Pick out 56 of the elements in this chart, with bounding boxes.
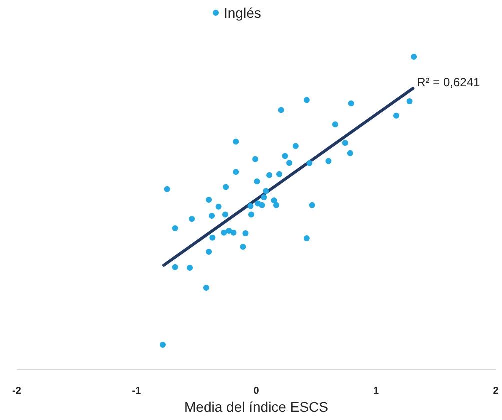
point: [348, 100, 354, 107]
point: [278, 107, 284, 114]
point: [226, 228, 232, 234]
x-tick-label: 0: [254, 386, 260, 397]
point: [266, 172, 273, 178]
point: [230, 230, 237, 236]
point: [263, 188, 270, 194]
point: [222, 212, 228, 218]
point: [206, 197, 212, 204]
point: [347, 150, 354, 156]
point: [261, 194, 268, 201]
point: [223, 184, 230, 190]
point: [189, 216, 196, 222]
point: [304, 97, 310, 104]
point: [233, 138, 240, 145]
point: [411, 54, 418, 60]
point: [286, 160, 293, 166]
point: [210, 234, 216, 241]
x-tick-label: -1: [132, 386, 142, 397]
point: [304, 236, 310, 242]
point: [406, 98, 413, 104]
point: [393, 112, 400, 119]
point: [164, 186, 170, 192]
point: [248, 203, 254, 210]
point: [309, 202, 316, 208]
point: [259, 202, 266, 208]
legend-label: Inglés: [224, 5, 262, 21]
point: [203, 284, 210, 291]
x-tick-label: 2: [493, 386, 500, 397]
point: [282, 153, 288, 160]
point: [187, 264, 194, 271]
point: [242, 230, 249, 237]
point: [172, 226, 178, 232]
x-axis-title: Media del índice ESCS: [184, 399, 328, 415]
point: [233, 169, 240, 176]
point: [326, 158, 332, 164]
point: [306, 160, 313, 166]
point: [254, 178, 260, 185]
point: [216, 204, 222, 210]
point: [342, 140, 348, 146]
x-tick-label: 1: [373, 386, 380, 397]
point: [292, 143, 299, 150]
point: [240, 244, 246, 250]
point: [160, 342, 166, 348]
point: [221, 230, 228, 236]
point: [271, 198, 278, 204]
annotation: R² = 0,6241: [417, 76, 480, 90]
point: [206, 249, 212, 255]
point: [252, 156, 259, 162]
point: [332, 122, 338, 128]
point: [172, 264, 178, 270]
point: [248, 212, 254, 218]
x-tick-label: -2: [12, 386, 22, 397]
point: [209, 213, 216, 220]
point: [276, 171, 282, 178]
point: [274, 202, 280, 208]
